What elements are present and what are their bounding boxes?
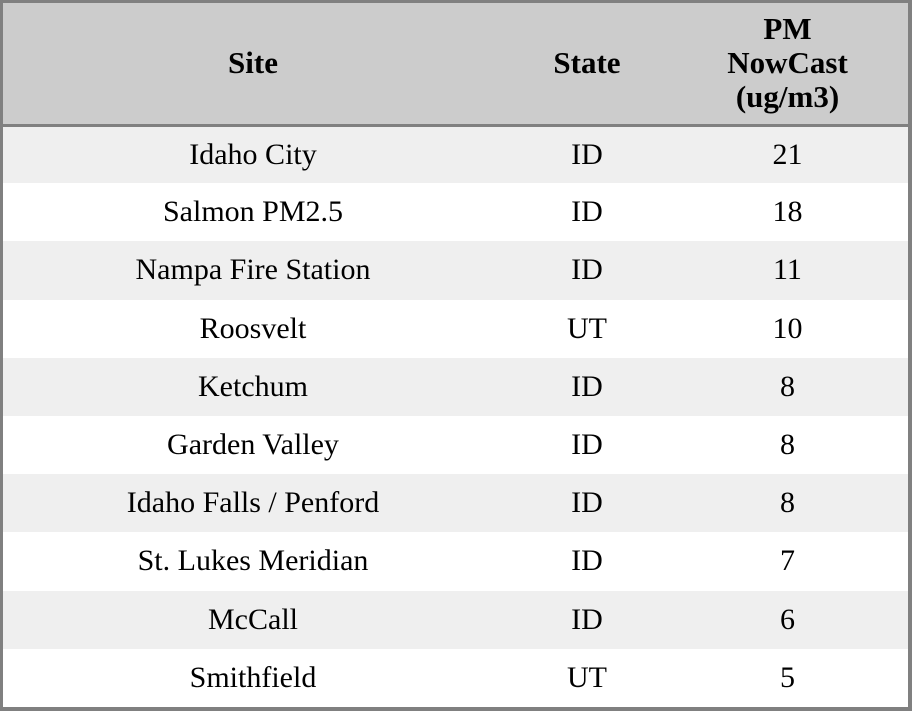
cell-state: UT (567, 311, 607, 345)
cell-state: ID (571, 253, 603, 287)
cell-site: Smithfield (189, 660, 317, 694)
cell-site: Roosvelt (199, 311, 307, 345)
table-row: St. Lukes Meridian ID 7 (3, 532, 908, 591)
cell-state: ID (571, 602, 603, 636)
cell-site: Salmon PM2.5 (162, 195, 344, 229)
table-header: Site State PM NowCast (ug/m3) (3, 3, 908, 127)
cell-pm-nowcast: 18 (772, 195, 803, 229)
cell-pm-nowcast: 11 (773, 253, 802, 287)
table-header-row: Site State PM NowCast (ug/m3) (3, 3, 908, 127)
cell-state: ID (571, 486, 603, 520)
column-header-pm-nowcast: PM NowCast (ug/m3) (671, 3, 908, 127)
cell-site: Nampa Fire Station (135, 253, 371, 287)
column-header-site: Site (3, 3, 503, 127)
cell-state: ID (571, 369, 603, 403)
cell-pm-nowcast: 21 (772, 137, 803, 171)
pm-nowcast-table: Site State PM NowCast (ug/m3) Idaho City… (3, 3, 908, 707)
table-body: Idaho City ID 21 Salmon PM2.5 ID 18 Namp… (3, 125, 908, 707)
cell-state: ID (571, 195, 603, 229)
cell-site: McCall (208, 602, 298, 636)
table-row: Smithfield UT 5 (3, 648, 908, 707)
cell-pm-nowcast: 8 (780, 428, 795, 462)
cell-site: St. Lukes Meridian (137, 544, 369, 578)
cell-pm-nowcast: 5 (780, 660, 795, 694)
column-header-state: State (503, 3, 671, 127)
cell-state: ID (571, 428, 603, 462)
table-row: Garden Valley ID 8 (3, 415, 908, 475)
table-row: Idaho City ID 21 (3, 125, 908, 184)
cell-site: Idaho City (189, 137, 317, 171)
table-row: Salmon PM2.5 ID 18 (3, 183, 908, 242)
cell-state: ID (571, 137, 603, 171)
table-row: Nampa Fire Station ID 11 (3, 241, 908, 300)
cell-pm-nowcast: 8 (780, 369, 795, 403)
table-row: Ketchum ID 8 (3, 357, 908, 416)
cell-pm-nowcast: 6 (780, 602, 795, 636)
cell-pm-nowcast: 10 (772, 311, 803, 345)
table-row: Idaho Falls / Penford ID 8 (3, 474, 908, 533)
cell-site: Idaho Falls / Penford (126, 486, 380, 520)
cell-state: UT (567, 660, 607, 694)
cell-state: ID (571, 544, 603, 578)
cell-pm-nowcast: 8 (780, 486, 795, 520)
cell-site: Garden Valley (167, 428, 339, 462)
table-row: Roosvelt UT 10 (3, 299, 908, 358)
cell-pm-nowcast: 7 (780, 544, 795, 578)
cell-site: Ketchum (198, 369, 308, 403)
table-row: McCall ID 6 (3, 590, 908, 649)
